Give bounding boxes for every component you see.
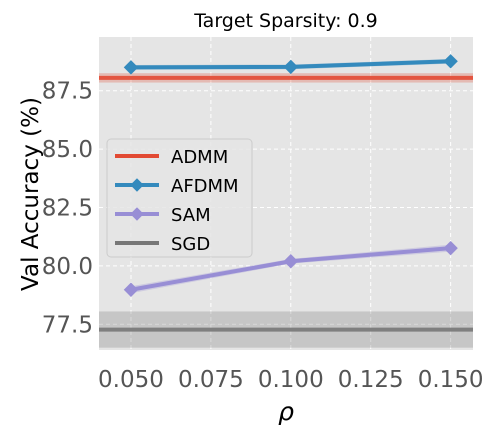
x-axis-label: ρ: [278, 397, 294, 426]
y-tick-label: 85.0: [42, 137, 93, 163]
plot-layer: 0.050 0.075 0.100 0.125 0.150 77.5 80.0 82.5 85.…: [42, 37, 484, 393]
afdmm-marker: [123, 60, 139, 75]
legend-label-afdmm: AFDMM: [171, 176, 239, 197]
sam-marker: [123, 282, 139, 297]
chart-title: Target Sparsity: 0.9: [193, 10, 378, 32]
sam-marker: [283, 254, 299, 269]
legend-label-admm: ADMM: [171, 147, 228, 168]
x-tick-label: 0.150: [418, 367, 484, 393]
legend: ADMM AFDMM SAM SGD: [106, 138, 253, 258]
x-tick-label: 0.100: [258, 367, 324, 393]
y-tick-label: 87.5: [42, 79, 93, 105]
afdmm-marker: [283, 59, 299, 75]
afdmm-marker: [443, 54, 458, 69]
sam-confidence-band: [130, 244, 451, 294]
y-tick-label: 82.5: [42, 196, 93, 222]
y-tick-label: 80.0: [42, 254, 93, 280]
y-axis-label: Val Accuracy (%): [18, 97, 44, 291]
legend-label-sgd: SGD: [171, 234, 210, 255]
legend-marker-sam: [130, 207, 144, 221]
legend-box: [106, 138, 253, 258]
x-tick-label: 0.125: [338, 367, 404, 393]
legend-marker-afdmm: [130, 178, 144, 192]
sam-marker: [443, 240, 458, 256]
x-tick-label: 0.050: [98, 367, 164, 393]
x-tick-label: 0.075: [178, 367, 244, 393]
legend-label-sam: SAM: [171, 205, 211, 226]
y-tick-label: 77.5: [42, 312, 93, 338]
